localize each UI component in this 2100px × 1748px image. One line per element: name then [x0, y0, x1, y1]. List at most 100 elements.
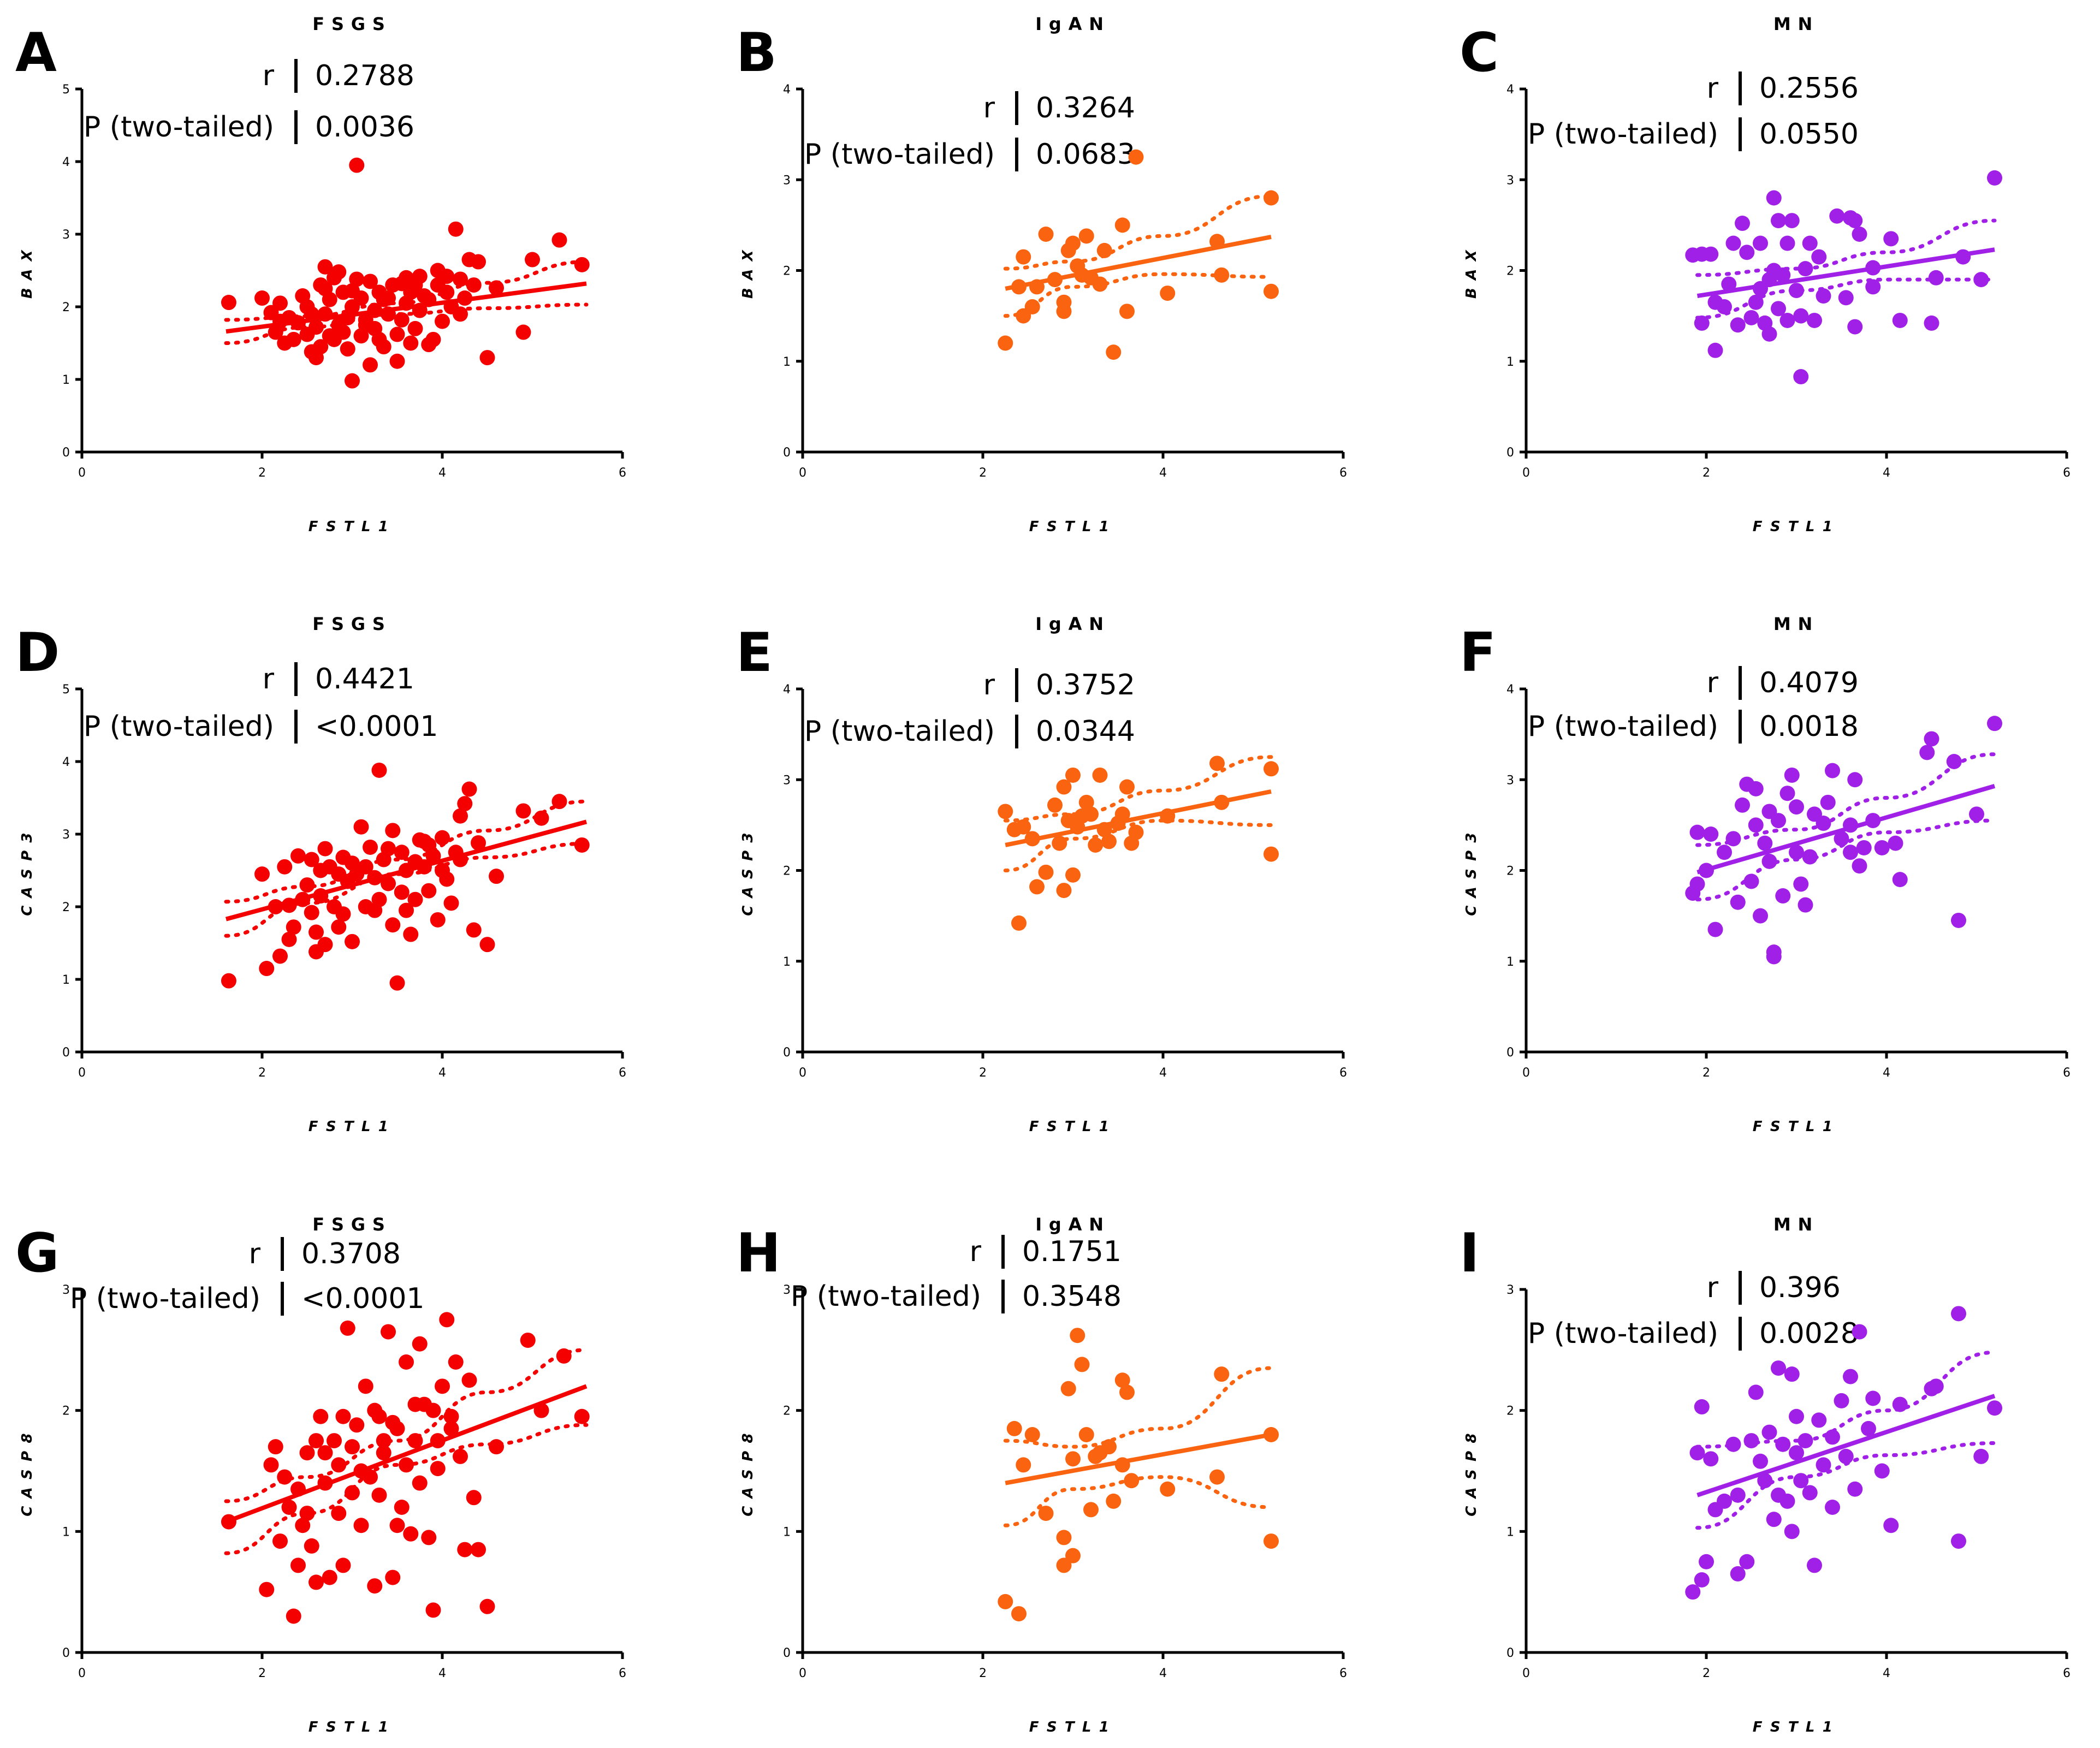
data-point: [376, 1433, 391, 1449]
data-point: [1973, 272, 1989, 288]
data-point: [272, 1533, 288, 1549]
regression-line: [1005, 1432, 1272, 1485]
data-point: [1730, 1566, 1746, 1581]
data-point: [1070, 1328, 1085, 1343]
x-tick-label: 2: [979, 1066, 987, 1080]
data-point: [1753, 1453, 1768, 1469]
data-point: [998, 335, 1013, 351]
data-point: [1816, 1457, 1831, 1473]
data-point: [1006, 1420, 1022, 1436]
data-point: [1052, 835, 1067, 851]
panel-a: A FSGS r 0.2788 P (two-tailed) 0.0036 0 1 2 3 4 5 0 2…: [15, 14, 626, 535]
data-point: [1074, 1357, 1090, 1372]
data-point: [1689, 1445, 1705, 1461]
x-tick-label: 2: [258, 466, 266, 480]
y-tick-label: 3: [783, 774, 791, 787]
data-point: [1078, 794, 1094, 810]
data-point: [1056, 304, 1072, 319]
data-point: [515, 803, 531, 819]
data-point: [1016, 1457, 1031, 1473]
stat-p-value: 0.0018: [1759, 710, 1859, 743]
data-point: [1748, 294, 1764, 310]
data-point: [407, 1396, 423, 1412]
x-tick-label: 0: [799, 1066, 806, 1080]
data-point: [1761, 326, 1777, 342]
data-point: [1119, 1384, 1135, 1400]
data-point: [1088, 837, 1104, 853]
data-point: [358, 1378, 373, 1394]
data-point: [1761, 1424, 1777, 1440]
chart-title: FSGS: [312, 14, 391, 34]
x-tick-label: 0: [78, 1667, 86, 1680]
y-tick-label: 0: [62, 1646, 70, 1660]
data-point: [1748, 781, 1764, 796]
stat-r-label: r: [970, 1235, 982, 1268]
data-point: [1766, 1512, 1782, 1527]
data-point: [1263, 190, 1279, 206]
data-point: [345, 1439, 360, 1455]
data-point: [1789, 845, 1804, 860]
data-point: [1029, 879, 1045, 895]
data-point: [1883, 1518, 1899, 1533]
data-point: [1892, 312, 1908, 328]
data-point: [1829, 208, 1845, 224]
panel-letter: C: [1460, 22, 1499, 84]
data-point: [1793, 1473, 1809, 1489]
panel-letter: B: [736, 22, 777, 84]
data-point: [313, 1408, 329, 1424]
data-point: [443, 1408, 459, 1424]
panel-b: B IgAN r 0.3264 P (two-tailed) 0.0683 0 1 2 3 4 0 2 4…: [736, 14, 1347, 535]
stat-r-label: r: [263, 60, 275, 92]
data-point: [277, 1469, 293, 1485]
regression-line: [225, 1384, 588, 1524]
data-point: [443, 1420, 459, 1436]
y-tick-label: 1: [1506, 1525, 1514, 1539]
data-point: [221, 295, 236, 311]
data-point: [1160, 1481, 1176, 1497]
stat-p-value: 0.0683: [1036, 138, 1135, 171]
data-point: [1753, 281, 1768, 296]
data-point: [439, 1312, 455, 1328]
data-point: [363, 357, 378, 373]
x-tick-label: 4: [1883, 1667, 1890, 1680]
data-point: [556, 1348, 572, 1364]
data-point: [1784, 1524, 1800, 1539]
y-tick-label: 4: [62, 156, 70, 169]
data-point: [349, 271, 365, 287]
y-tick-label: 1: [783, 355, 791, 369]
panel-d: D FSGS r 0.4421 P (two-tailed) <0.0001 0 1 2 3 4 5 0…: [15, 614, 626, 1135]
data-point: [381, 841, 396, 857]
y-tick-label: 0: [1506, 446, 1514, 460]
data-point: [1852, 1324, 1867, 1340]
data-point: [254, 290, 270, 306]
data-point: [1761, 853, 1777, 869]
data-point: [259, 1581, 275, 1597]
y-tick-label: 3: [1506, 774, 1514, 787]
data-point: [471, 835, 486, 851]
x-tick-label: 6: [619, 1066, 626, 1080]
data-point: [1987, 1400, 2002, 1416]
data-point: [1874, 1463, 1890, 1479]
regression-line: [1696, 247, 1995, 299]
data-point: [1160, 286, 1176, 301]
data-point: [394, 845, 410, 860]
x-axis-label: FSTL1: [1753, 1119, 1840, 1135]
y-tick-label: 2: [783, 265, 791, 278]
data-point: [435, 1378, 450, 1394]
data-point: [1056, 1530, 1072, 1545]
chart-title: FSGS: [312, 614, 391, 634]
data-point: [1119, 779, 1135, 795]
data-point: [1016, 249, 1031, 265]
data-point: [259, 961, 275, 977]
x-tick-label: 0: [1522, 1667, 1530, 1680]
data-point: [489, 869, 504, 884]
x-tick-label: 2: [979, 466, 987, 480]
data-point: [281, 931, 297, 947]
data-point: [331, 1457, 347, 1473]
data-point: [331, 1506, 347, 1521]
data-point: [430, 1433, 446, 1449]
stat-p-value: 0.0550: [1759, 118, 1859, 151]
data-point: [1766, 949, 1782, 965]
stat-p-label: P (two-tailed): [84, 710, 274, 743]
data-point: [272, 313, 288, 329]
